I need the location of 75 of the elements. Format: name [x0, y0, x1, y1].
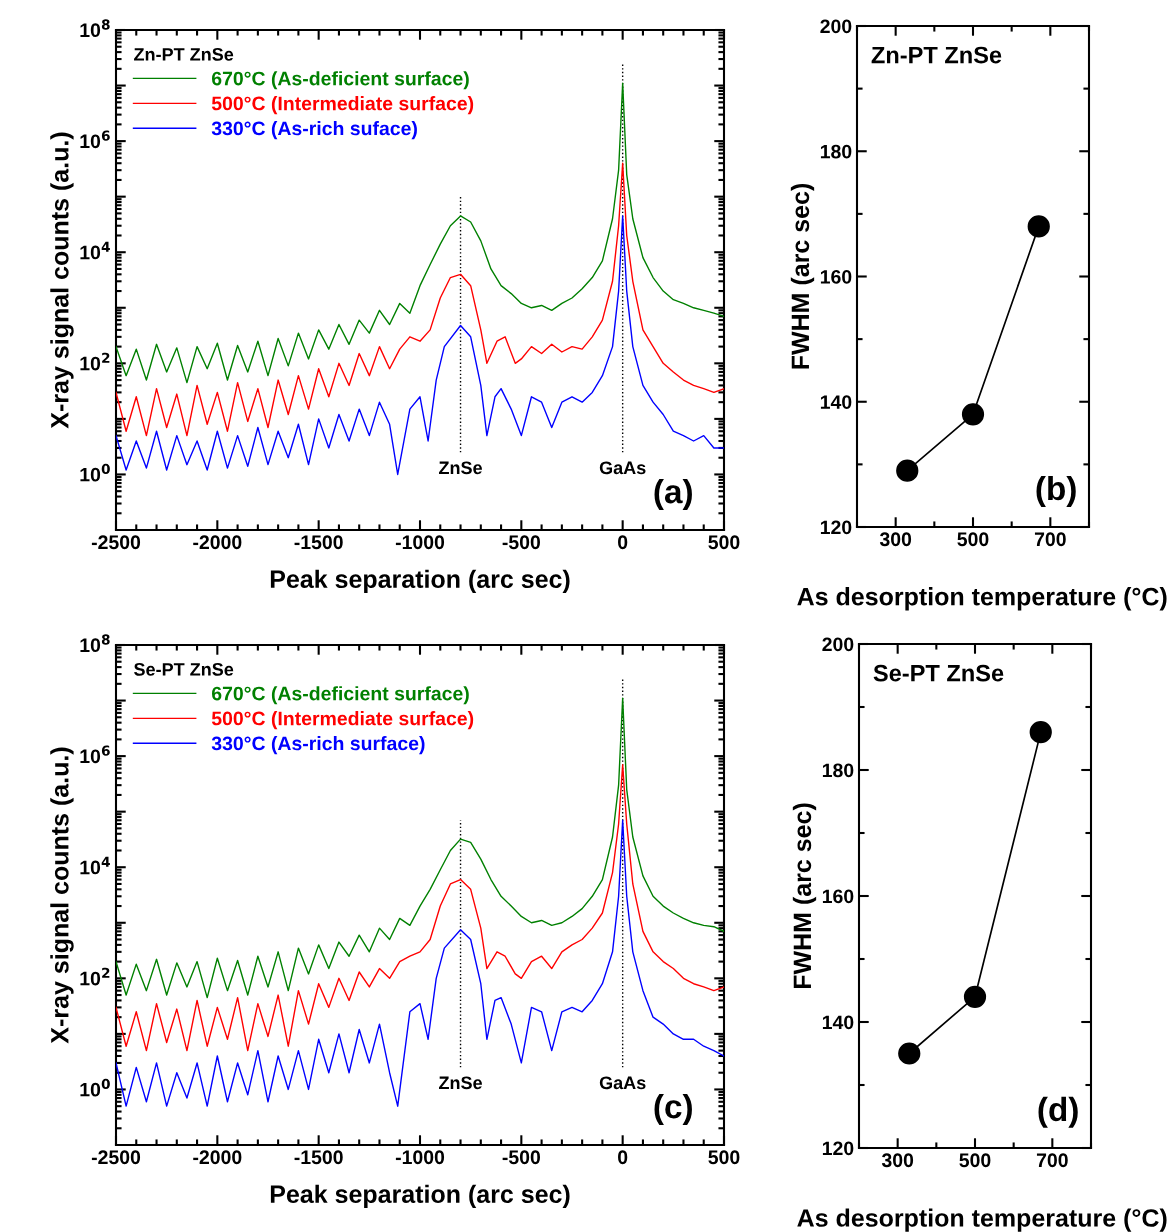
- y-tick-label: 10$^{6}$: [80, 130, 110, 149]
- point: [1027, 215, 1050, 238]
- y-tick-label: 140: [820, 395, 852, 409]
- annotation: (a): [654, 478, 692, 510]
- x-tick-label: 0: [618, 1150, 628, 1165]
- y-axis-title: FWHM (arc sec): [790, 183, 815, 369]
- y-axis-title: FWHM (arc sec): [792, 803, 817, 989]
- x-axis-title: As desorption temperature (°C): [797, 587, 1167, 611]
- x-axis-title: As desorption temperature (°C): [797, 1208, 1167, 1232]
- x-tick-label: -1000: [395, 1150, 445, 1165]
- x-tick-label: 500: [957, 532, 989, 547]
- y-tick-label: 10$^{8}$: [80, 634, 110, 653]
- x-tick-label: -1000: [395, 535, 445, 550]
- point: [963, 985, 987, 1008]
- y-tick-label: 10$^{2}$: [80, 967, 110, 986]
- y-tick-label: 200: [822, 637, 854, 652]
- y-tick-label: 10$^{0}$: [80, 463, 110, 482]
- y-tick-label: 180: [822, 763, 854, 778]
- x-tick-label: -2000: [193, 535, 242, 550]
- ref-line-label: GaAs: [599, 461, 646, 475]
- y-tick-label: 160: [822, 889, 854, 904]
- line-series: [116, 764, 724, 1052]
- y-tick-label: 200: [820, 19, 852, 34]
- y-axis-title: X-ray signal counts (a.u.): [50, 132, 74, 429]
- legend-title: Se-PT ZnSe: [134, 662, 234, 676]
- y-tick-label: 120: [820, 520, 852, 535]
- legend-title: Zn-PT ZnSe: [134, 47, 234, 61]
- ref-line-label: ZnSe: [439, 461, 482, 475]
- y-tick-label: 10$^{0}$: [80, 1078, 110, 1097]
- x-axis-title: Peak separation (arc sec): [270, 1184, 570, 1208]
- point: [961, 403, 985, 426]
- legend-label: 330°C (As-rich suface): [211, 121, 417, 140]
- y-tick-label: 180: [820, 144, 852, 159]
- annotation: (b): [1036, 475, 1076, 507]
- x-tick-label: -1500: [294, 1150, 343, 1165]
- x-tick-label: -500: [502, 1150, 540, 1165]
- y-tick-label: 10$^{4}$: [80, 856, 110, 875]
- x-tick-label: 700: [1034, 532, 1066, 547]
- x-tick-label: -2000: [193, 1150, 242, 1165]
- point: [1029, 721, 1052, 744]
- x-tick-label: 300: [881, 1153, 914, 1168]
- x-tick-label: -2500: [91, 535, 141, 550]
- legend-label: 670°C (As-deficient surface): [211, 686, 469, 705]
- x-tick-label: 0: [618, 535, 628, 550]
- legend-label: 500°C (Intermediate surface): [211, 96, 474, 115]
- annotation: Se-PT ZnSe: [873, 664, 1004, 682]
- x-tick-label: 700: [1036, 1153, 1068, 1168]
- y-axis-title: X-ray signal counts (a.u.): [50, 747, 74, 1044]
- y-tick-label: 10$^{6}$: [80, 745, 110, 764]
- y-tick-label: 160: [820, 269, 852, 284]
- x-tick-label: 500: [959, 1153, 991, 1168]
- y-tick-label: 10$^{4}$: [80, 241, 110, 260]
- annotation: (d): [1038, 1096, 1078, 1128]
- annotation: (c): [654, 1093, 692, 1125]
- x-tick-label: 500: [708, 1150, 740, 1165]
- point: [898, 1042, 921, 1065]
- legend-label: 670°C (As-deficient surface): [211, 71, 469, 90]
- annotation: Zn-PT ZnSe: [871, 46, 1002, 64]
- legend-label: 500°C (Intermediate surface): [211, 711, 474, 730]
- y-tick-label: 10$^{8}$: [80, 19, 110, 38]
- y-tick-label: 120: [822, 1141, 854, 1156]
- x-tick-label: -1500: [294, 535, 343, 550]
- ref-line-label: ZnSe: [439, 1076, 482, 1090]
- y-tick-label: 10$^{2}$: [80, 352, 110, 371]
- x-tick-label: 500: [708, 535, 740, 550]
- legend-label: 330°C (As-rich surface): [211, 736, 425, 755]
- line-series: [116, 162, 724, 437]
- y-tick-label: 140: [822, 1015, 854, 1030]
- x-axis-title: Peak separation (arc sec): [270, 569, 570, 593]
- line-series: [116, 215, 724, 476]
- x-tick-label: 300: [879, 532, 912, 547]
- x-tick-label: -2500: [91, 1150, 141, 1165]
- point: [896, 459, 919, 482]
- x-tick-label: -500: [502, 535, 540, 550]
- ref-line-label: GaAs: [599, 1076, 646, 1090]
